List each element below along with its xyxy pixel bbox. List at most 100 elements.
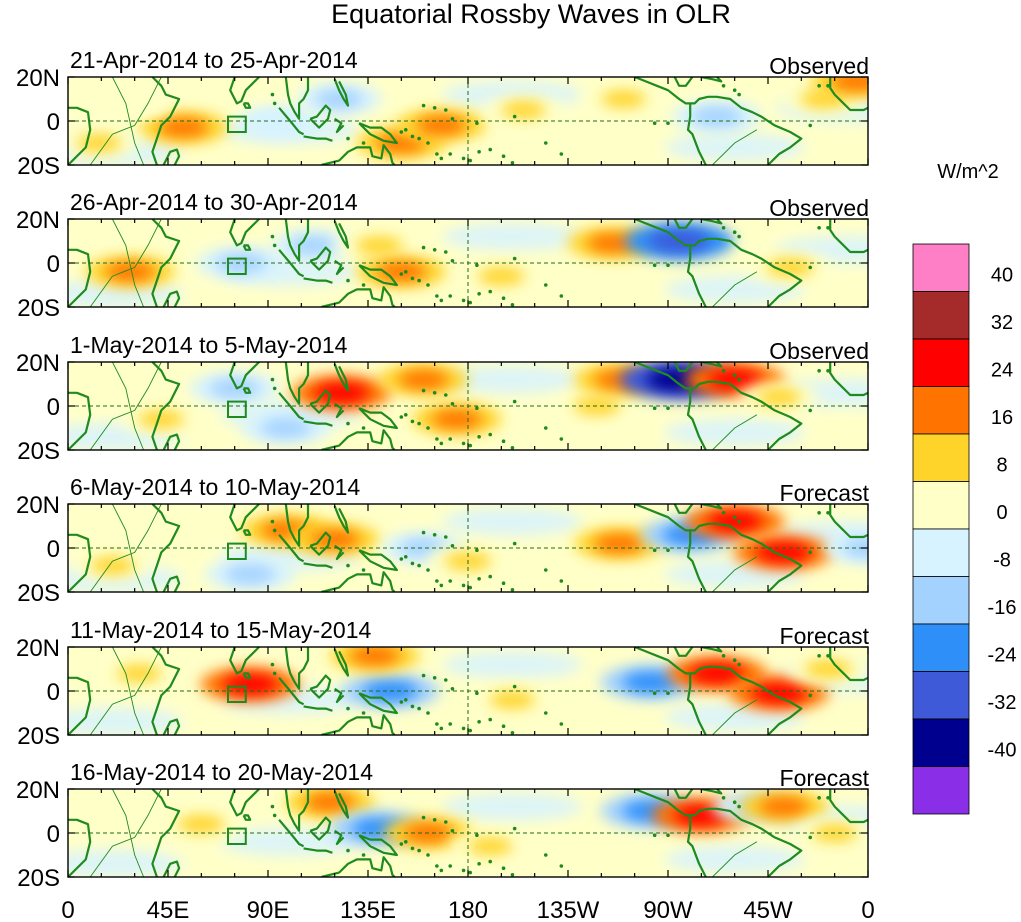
coastline [701, 219, 723, 225]
island-dot [426, 568, 430, 572]
island-dot [543, 283, 548, 287]
island-dot [417, 848, 421, 853]
anomaly-core [758, 797, 809, 817]
colorbar-level-label: -32 [988, 692, 1017, 714]
coastline [303, 705, 333, 712]
island-dot [501, 296, 506, 301]
anomaly-core [831, 77, 868, 92]
coastline [686, 103, 707, 165]
island-dot [512, 684, 517, 689]
island-dot [808, 693, 813, 698]
coastline [303, 847, 333, 854]
background-negative-band [664, 418, 805, 447]
country-border [89, 219, 162, 307]
coastline [229, 647, 260, 675]
island-dot [270, 804, 275, 809]
x-tick-label: 180 [448, 897, 488, 922]
island-dot [435, 722, 439, 726]
island-dot [461, 726, 466, 731]
island-dot [559, 152, 564, 156]
anomaly-core [90, 556, 135, 575]
island-dot [543, 426, 548, 430]
island-dot [403, 555, 408, 559]
island-dot [432, 676, 437, 680]
island-dot [475, 833, 479, 837]
region-box [227, 115, 247, 133]
island-dot [439, 726, 444, 731]
y-tick-label: 20S [17, 438, 60, 465]
map-panel-3: 20N 0 20S 1-May-2014 to 5-May-2014 Observed [16, 332, 869, 465]
island-dot [439, 298, 444, 303]
island-dot [270, 662, 275, 667]
island-dot [421, 673, 426, 678]
coastline [686, 673, 707, 735]
island-dot [488, 432, 493, 437]
coastline [673, 504, 694, 514]
colorbar-swatch [912, 338, 970, 387]
island-dot [272, 671, 277, 676]
island-dot [510, 731, 515, 735]
map-panel-6: 20N 0 20S 16-May-2014 to 20-May-2014 Forecas… [16, 759, 870, 892]
coastline [151, 362, 181, 450]
island-dot [477, 720, 481, 724]
y-tick-label: 0 [47, 251, 60, 278]
anomaly-core [355, 236, 403, 255]
island-dot [488, 717, 493, 722]
region-box [227, 257, 247, 276]
island-dot [817, 369, 821, 373]
island-dot [270, 92, 275, 97]
coastline [284, 647, 310, 690]
coastline [358, 407, 398, 430]
anomaly-core [691, 107, 742, 127]
island-dot [732, 88, 737, 92]
country-border [111, 219, 145, 307]
island-dot [417, 563, 421, 568]
y-tick-label: 20N [16, 207, 60, 234]
panel-date-range: 11-May-2014 to 15-May-2014 [70, 617, 371, 643]
coastline [303, 277, 333, 284]
island-dot [732, 658, 737, 662]
island-dot [721, 369, 726, 373]
island-dot [450, 829, 455, 833]
coastline [278, 819, 305, 848]
coastline [333, 363, 350, 392]
coastline [333, 505, 350, 534]
chart-title: Equatorial Rossby Waves in OLR [331, 0, 731, 29]
island-dot [652, 121, 657, 125]
coastline [151, 647, 181, 735]
x-tick-label: 135W [537, 897, 600, 922]
coastline [333, 78, 350, 107]
background-negative-band [68, 707, 183, 735]
background-negative-band [664, 133, 805, 162]
island-dot [475, 263, 479, 268]
panel-status-label: Forecast [780, 765, 870, 791]
island-dot [361, 141, 366, 145]
island-dot [666, 121, 670, 125]
coastline [321, 714, 396, 735]
coastlines [68, 647, 868, 735]
island-dot [721, 226, 726, 230]
coastline [278, 392, 305, 421]
island-dot [443, 108, 448, 112]
coastline [701, 362, 723, 368]
island-dot [448, 864, 453, 868]
colorbar-level-label: 40 [991, 265, 1013, 287]
x-tick-label: 0 [61, 897, 74, 922]
country-border [712, 271, 758, 307]
island-dot [512, 399, 517, 404]
colorbar-swatch [912, 433, 970, 482]
coastline [829, 647, 868, 682]
colorbar-swatch [912, 718, 970, 767]
coastline [321, 571, 396, 592]
island-dot [426, 711, 430, 715]
colorbar-swatch [912, 386, 970, 435]
island-dot [721, 84, 726, 88]
island-dot [510, 161, 515, 165]
background-negative-band [442, 365, 583, 394]
island-dot [808, 123, 813, 128]
island-dot [443, 393, 448, 397]
coastline [701, 77, 723, 83]
island-dot [732, 800, 737, 804]
anomaly-core [601, 90, 646, 108]
island-dot [737, 519, 741, 524]
